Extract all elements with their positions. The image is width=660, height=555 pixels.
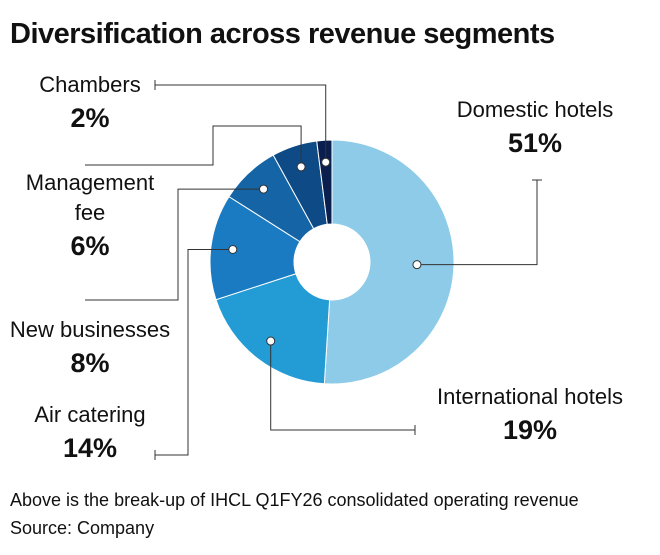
leader-line <box>270 341 415 431</box>
legend-label: Domestic hotels <box>456 97 614 122</box>
slice-label: Chambers 2% <box>0 70 180 136</box>
data-label: 14% <box>62 433 118 463</box>
legend-label: New businesses <box>9 317 171 342</box>
data-label: 19% <box>502 415 558 445</box>
leader-dot <box>266 336 276 346</box>
leader-dot <box>296 162 306 172</box>
data-label: 8% <box>70 348 110 378</box>
donut-slice <box>209 195 301 301</box>
donut-slice <box>215 273 331 385</box>
data-label: 2% <box>70 103 110 133</box>
leader-dot <box>259 184 269 194</box>
source: Source: Company <box>10 518 155 538</box>
legend-label: Chambers <box>39 72 141 97</box>
legend-label: Management fee <box>25 170 155 225</box>
slice-label: New businesses 8% <box>0 315 180 381</box>
leader-dot <box>412 260 422 270</box>
leader-line <box>155 84 327 163</box>
note: Above is the break-up of IHCL Q1FY26 con… <box>10 490 579 510</box>
leader-line <box>155 248 233 456</box>
data-label: 6% <box>70 231 110 261</box>
legend-label: Air catering <box>34 402 146 427</box>
donut-slice <box>323 139 455 385</box>
leader-line <box>90 125 302 167</box>
leader-dot <box>321 157 331 167</box>
data-label: 51% <box>507 128 563 158</box>
slice-label: Air catering 14% <box>0 400 180 466</box>
leader-dot <box>228 244 238 254</box>
slice-label: Domestic hotels 51% <box>445 95 625 161</box>
slice-label: International hotels 19% <box>420 382 640 448</box>
leader-line <box>90 188 264 301</box>
legend-label: International hotels <box>437 384 623 409</box>
slice-label: Management fee 6% <box>10 168 170 264</box>
chart-title: Diversification across revenue segments <box>10 18 555 50</box>
leader-line <box>416 180 538 266</box>
